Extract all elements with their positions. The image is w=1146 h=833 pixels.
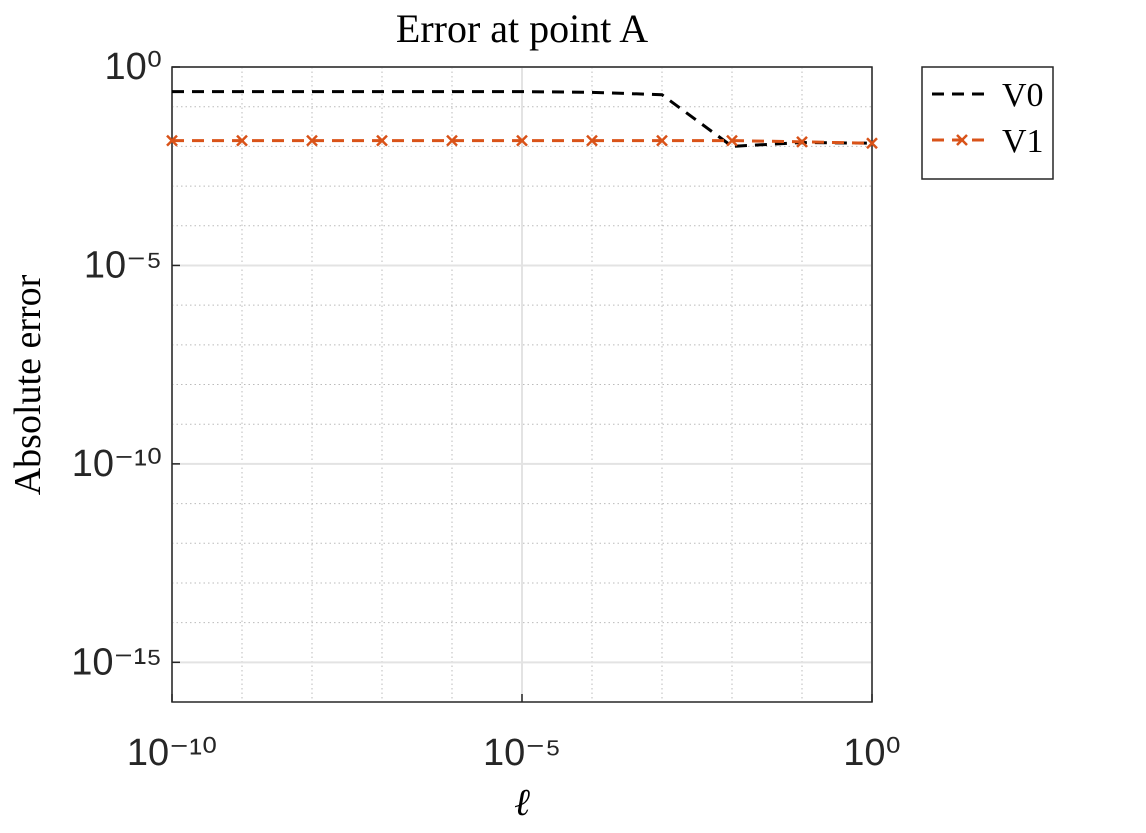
marker-x	[166, 134, 178, 147]
marker-x	[796, 135, 808, 148]
data-point	[166, 134, 178, 147]
x-tick-label: 10⁰	[843, 732, 901, 774]
marker-x	[516, 134, 528, 147]
chart-title: Error at point A	[396, 6, 648, 51]
marker-x	[866, 137, 878, 150]
data-point	[656, 134, 668, 147]
plot-frame	[171, 66, 873, 703]
line-series	[172, 90, 873, 148]
y-tick-label: 10⁻⁵	[84, 244, 162, 286]
legend-box	[921, 66, 1054, 180]
y-tick-label: 10⁻¹⁰	[72, 443, 162, 485]
data-point	[726, 134, 738, 147]
data-point	[236, 134, 248, 147]
x-tick-label: 10⁻¹⁰	[127, 732, 217, 774]
data-point	[306, 134, 318, 147]
marker-x	[376, 134, 388, 147]
data-point	[866, 137, 878, 150]
data-point	[796, 135, 808, 148]
data-point	[376, 134, 388, 147]
marker-x	[726, 134, 738, 147]
data-point	[586, 134, 598, 147]
x-axis-label: ℓ	[514, 782, 530, 824]
y-axis-label: Absolute error	[7, 274, 49, 495]
marker-x	[446, 134, 458, 147]
marker-x	[236, 134, 248, 147]
y-tick-label: 10⁻¹⁵	[71, 641, 162, 683]
legend-marker	[956, 134, 968, 146]
marker-x	[586, 134, 598, 147]
legend-label: V1	[1002, 123, 1044, 160]
marker-x	[656, 134, 668, 147]
y-tick-label: 10⁰	[104, 46, 162, 88]
data-point	[446, 134, 458, 147]
data-point	[516, 134, 528, 147]
legend-label: V0	[1002, 77, 1044, 114]
marker-x	[306, 134, 318, 147]
x-tick-label: 10⁻⁵	[483, 732, 561, 774]
